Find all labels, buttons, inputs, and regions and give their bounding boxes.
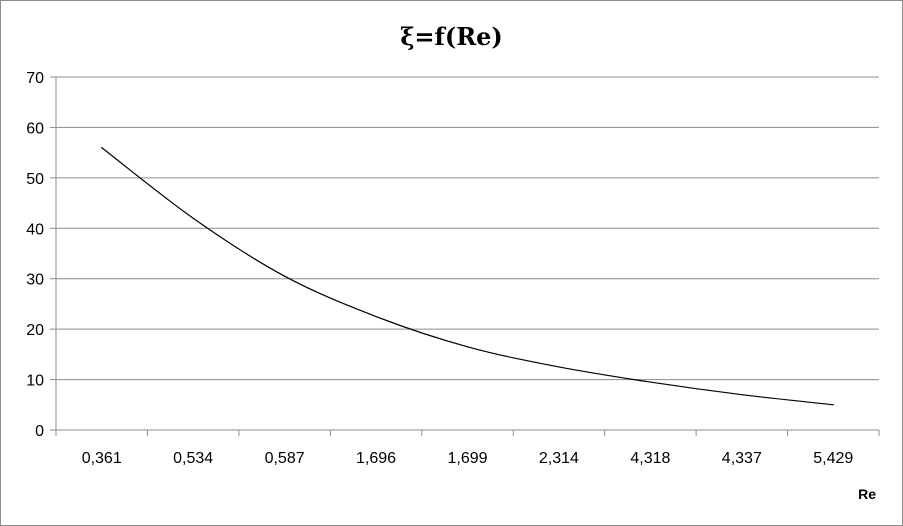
y-tick-label: 30 bbox=[26, 272, 44, 289]
x-tick-label: 4,337 bbox=[722, 450, 762, 467]
data-point bbox=[192, 217, 194, 219]
x-tick-labels: 0,361 0,534 0,587 1,696 1,699 2,314 4,318 4,337… bbox=[82, 450, 854, 467]
y-tick-label: 40 bbox=[26, 221, 44, 238]
x-axis-label: Re bbox=[858, 486, 876, 502]
y-tick-label: 10 bbox=[26, 373, 44, 390]
x-tick-label: 2,314 bbox=[539, 450, 579, 467]
x-tick-label: 5,429 bbox=[813, 450, 853, 467]
data-point bbox=[558, 366, 560, 368]
data-point bbox=[101, 147, 103, 149]
x-tick-label: 1,696 bbox=[356, 450, 396, 467]
series-group bbox=[101, 147, 834, 406]
data-point bbox=[741, 394, 743, 396]
data-point bbox=[466, 346, 469, 348]
y-tick-label: 50 bbox=[26, 171, 44, 188]
x-tick-label: 0,534 bbox=[173, 450, 213, 467]
y-tick-labels: 0 10 20 30 40 50 60 70 bbox=[26, 70, 44, 440]
data-point bbox=[649, 381, 651, 383]
x-tick-label: 1,699 bbox=[447, 450, 487, 467]
gridlines bbox=[56, 76, 879, 381]
chart-title: ξ=f(Re) bbox=[400, 22, 503, 51]
y-tick-label: 0 bbox=[35, 423, 44, 440]
y-tick-label: 70 bbox=[26, 70, 44, 87]
x-tick-label: 4,318 bbox=[630, 450, 670, 467]
y-tick-label: 20 bbox=[26, 322, 44, 339]
x-tick-label: 0,587 bbox=[265, 450, 305, 467]
series-line bbox=[101, 147, 834, 406]
y-tick-label: 60 bbox=[26, 120, 44, 137]
data-point bbox=[284, 275, 286, 277]
axes bbox=[50, 76, 880, 436]
data-point bbox=[375, 315, 377, 318]
data-point bbox=[832, 404, 834, 406]
x-tick-label: 0,361 bbox=[82, 450, 122, 467]
